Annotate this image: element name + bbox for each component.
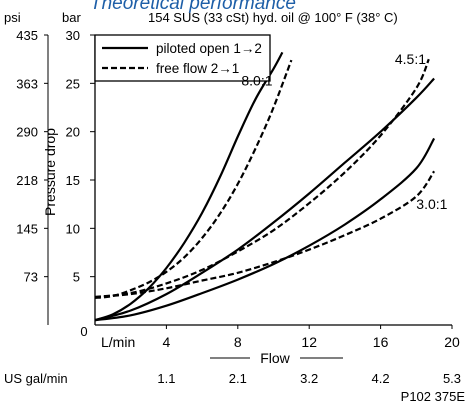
series-layer [94, 51, 436, 322]
series-line-4-5-1-dashed [94, 58, 430, 299]
x-secondary-tick-label: 5.3 [443, 371, 461, 386]
y-unit-secondary: psi [4, 10, 21, 25]
x-secondary-tick-label: 2.1 [229, 371, 247, 386]
legend-box [94, 34, 271, 82]
y-tick-label: 5 [73, 270, 80, 285]
chart-subtitle: 154 SUS (33 cSt) hyd. oil @ 100° F (38° … [148, 10, 398, 25]
x-unit-primary: L/min [101, 334, 135, 350]
x-secondary-tick-label: 1.1 [157, 371, 175, 386]
x-axis-label: Flow [260, 350, 290, 366]
y-zero-label: 0 [80, 324, 87, 339]
series-line-3-0-1-solid [94, 137, 436, 322]
x-tick-label: 4 [163, 334, 171, 350]
y-tick-label: 10 [66, 221, 80, 236]
series-line-8-0-1-dashed [94, 59, 293, 299]
y-tick-label: 30 [66, 28, 80, 43]
x-tick-label: 8 [234, 334, 242, 350]
psi-tick-label: 73 [24, 270, 38, 285]
y-tick-label: 25 [66, 76, 80, 91]
y-axis-label: Pressure drop [42, 128, 58, 216]
figure-code: P102 375E [401, 389, 466, 404]
psi-tick-label: 435 [16, 28, 38, 43]
chart-title: Theoretical performance [90, 0, 296, 14]
series-line-4-5-1-solid [94, 77, 435, 322]
x-secondary-tick-label: 4.2 [372, 371, 390, 386]
x-secondary-tick-label: 3.2 [300, 371, 318, 386]
legend-label-solid: piloted open 1→2 [156, 41, 262, 56]
psi-tick-label: 363 [16, 76, 38, 91]
x-unit-secondary: US gal/min [4, 371, 68, 386]
x-tick-label: 20 [444, 334, 460, 350]
ratio-annotation: 4.5:1 [395, 51, 426, 67]
annotations: 8.0:1 4.5:1 3.0:1 [241, 51, 447, 212]
series-line-3-0-1-dashed [94, 170, 436, 299]
y-tick-label: 20 [66, 125, 80, 140]
legend: piloted open 1→2 free flow 2→1 [94, 34, 271, 82]
x-tick-label: 16 [373, 334, 389, 350]
x-ticks: 4 8 12 16 20 1.1 2.1 3.2 4.2 5.3 [157, 325, 461, 386]
y-tick-label: 15 [66, 173, 80, 188]
psi-tick-label: 145 [16, 221, 38, 236]
series-line-8-0-1-solid [94, 51, 284, 322]
legend-label-dashed: free flow 2→1 [156, 61, 239, 76]
ratio-annotation: 3.0:1 [416, 196, 447, 212]
y-ticks: 5 10 15 20 25 30 73 145 218 290 363 435 [16, 28, 95, 285]
ratio-annotation: 8.0:1 [241, 72, 272, 88]
y-unit-primary: bar [62, 10, 81, 25]
psi-tick-label: 290 [16, 125, 38, 140]
x-tick-label: 12 [301, 334, 317, 350]
psi-tick-label: 218 [16, 173, 38, 188]
